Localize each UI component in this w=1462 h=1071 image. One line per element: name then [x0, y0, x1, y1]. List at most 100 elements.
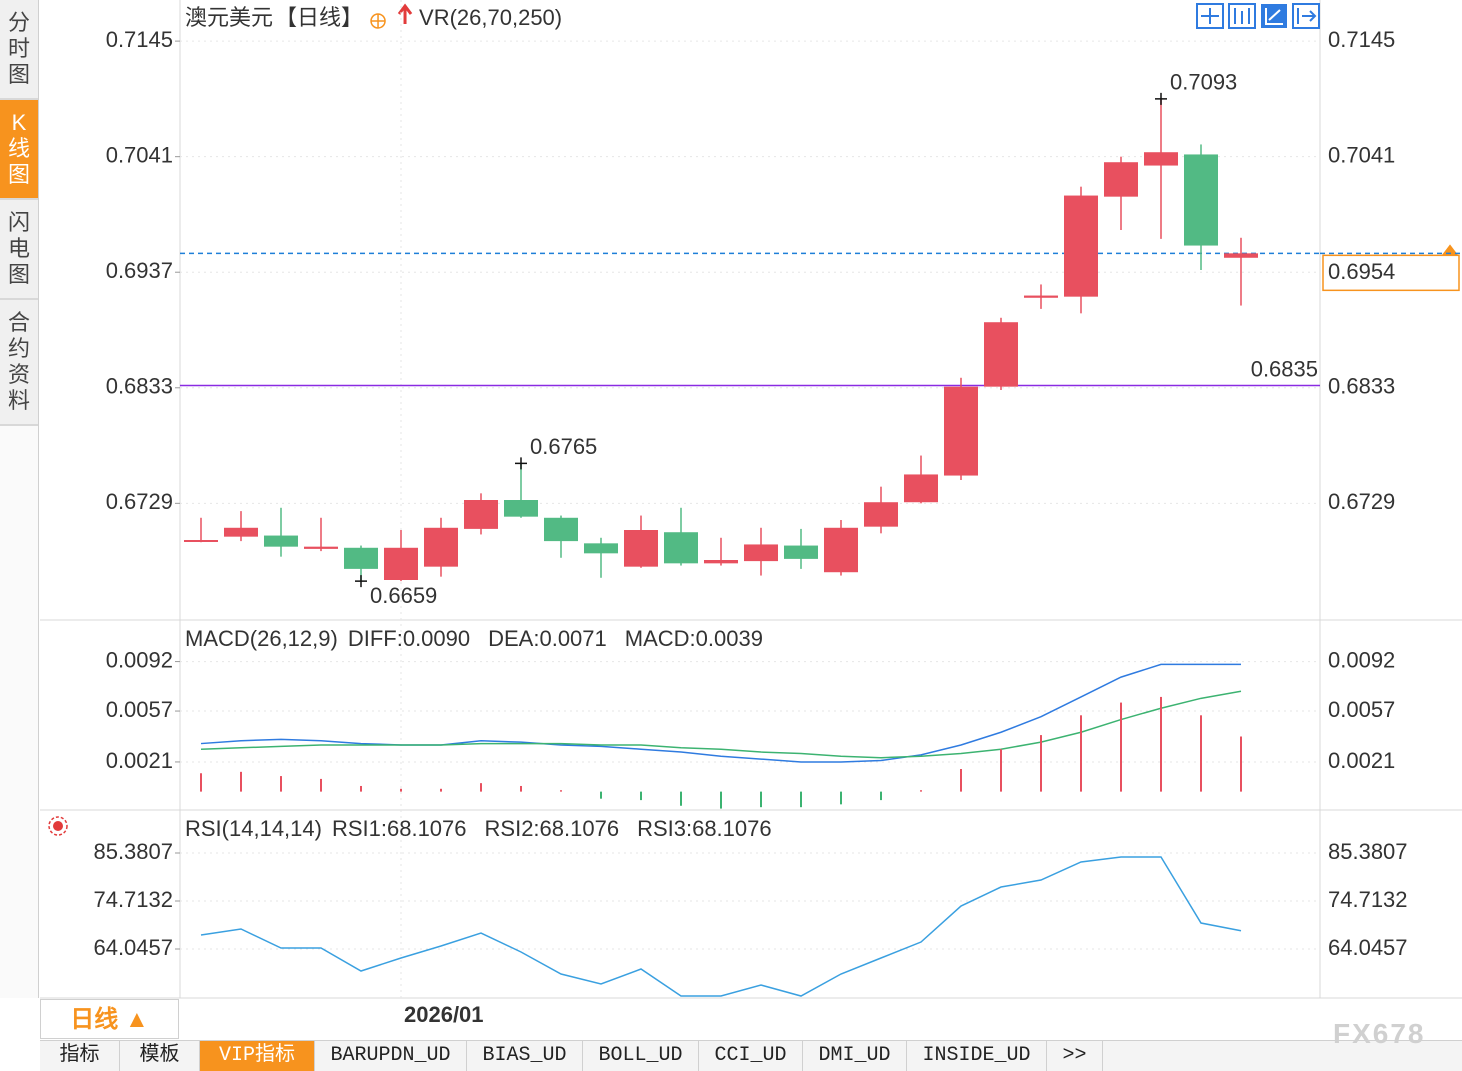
legend-entry: DIFF:0.0090 — [348, 626, 470, 651]
tab[interactable]: 指标 — [40, 1041, 120, 1071]
icon-glyph — [1265, 8, 1283, 25]
sidebar-tab[interactable]: 分时图 — [0, 0, 38, 100]
extreme-label: 0.6765 — [530, 434, 597, 459]
indicator-line — [200, 690, 1242, 759]
extreme-label: 0.7093 — [1170, 70, 1237, 95]
candle-body — [584, 543, 618, 554]
y-tick-label: 0.0057 — [106, 697, 173, 722]
y-tick-label-right: 0.7041 — [1328, 142, 1395, 167]
tab[interactable]: DMI_UD — [803, 1041, 907, 1071]
icon-dot — [53, 821, 63, 831]
candle-body — [784, 545, 818, 559]
legend-entry: RSI1:68.1076 — [332, 816, 467, 841]
sidebar-tab[interactable]: K线图 — [0, 100, 38, 200]
y-tick-label: 0.6729 — [106, 489, 173, 514]
y-tick-label-right: 0.6833 — [1328, 374, 1395, 399]
icon-glyph — [1201, 8, 1219, 24]
tab[interactable]: >> — [1047, 1041, 1103, 1071]
y-tick-label: 74.7132 — [93, 887, 173, 912]
indicator-line — [200, 663, 1241, 763]
y-tick-label: 64.0457 — [93, 935, 173, 960]
candle-body — [1184, 154, 1218, 246]
x-tick-label: 2026/01 — [404, 1002, 484, 1027]
y-tick-label: 0.7041 — [106, 142, 173, 167]
period-label: 【日线】 — [275, 5, 363, 30]
tab[interactable]: BIAS_UD — [467, 1041, 583, 1071]
panel-title: RSI(14,14,14) — [185, 816, 322, 841]
candle-body — [224, 527, 258, 537]
legend-entry: MACD:0.0039 — [625, 626, 763, 651]
sidebar: 分时图 K线图 闪电图 合约资料 — [0, 0, 39, 998]
y-tick-label: 85.3807 — [93, 839, 173, 864]
legend-entry: RSI3:68.1076 — [637, 816, 772, 841]
add-indicator-icon-cross — [371, 14, 386, 28]
indicator-line — [200, 856, 1242, 997]
candle-body — [1064, 195, 1098, 297]
period-button[interactable]: 日线 ▲ — [40, 999, 179, 1039]
candle-body — [624, 530, 658, 567]
extreme-marker — [515, 457, 527, 470]
y-tick-label-right: 0.0021 — [1328, 748, 1395, 773]
candle-body — [864, 502, 898, 527]
y-tick-label: 0.0021 — [106, 748, 173, 773]
candle-body — [1144, 152, 1178, 166]
symbol-title: 澳元美元 — [185, 5, 273, 30]
rsi-settings-icon[interactable] — [48, 816, 68, 836]
tab[interactable]: BOLL_UD — [583, 1041, 699, 1071]
y-tick-label-right: 0.0092 — [1328, 647, 1395, 672]
candle-body — [984, 322, 1018, 387]
y-tick-label-right: 0.0057 — [1328, 697, 1395, 722]
icon-crosshair[interactable] — [1196, 3, 1224, 29]
y-tick-label: 0.6937 — [106, 258, 173, 283]
candle-body — [304, 546, 338, 549]
extreme-marker — [355, 575, 367, 588]
y-tick-label-right: 0.6729 — [1328, 489, 1395, 514]
tab[interactable]: INSIDE_UD — [907, 1041, 1047, 1071]
icon-expand[interactable] — [1292, 3, 1320, 29]
y-tick-label: 0.0092 — [106, 647, 173, 672]
reference-line-label: 0.6835 — [1251, 356, 1318, 381]
y-tick-label: 0.6833 — [106, 374, 173, 399]
sidebar-tab[interactable]: 闪电图 — [0, 200, 38, 300]
y-tick-label-right: 85.3807 — [1328, 839, 1408, 864]
tab[interactable]: BARUPDN_UD — [315, 1041, 467, 1071]
indicator-tabs: 指标 模板 VIP指标 BARUPDN_UD BIAS_UD BOLL_UD C… — [40, 1040, 1462, 1071]
indicator-label: VR(26,70,250) — [419, 5, 562, 30]
candle-body — [344, 547, 378, 569]
candle-body — [184, 540, 218, 542]
candle-body — [824, 527, 858, 573]
candle-body — [1224, 253, 1258, 258]
candle-body — [384, 547, 418, 580]
price-box-label: 0.6954 — [1328, 259, 1395, 284]
legend-entry: RSI2:68.1076 — [485, 816, 620, 841]
tab[interactable]: 模板 — [120, 1041, 200, 1071]
candle-body — [704, 560, 738, 564]
legend-entry: DEA:0.0071 — [488, 626, 607, 651]
candle-body — [544, 517, 578, 542]
tab[interactable]: CCI_UD — [699, 1041, 803, 1071]
y-tick-label-right: 0.7145 — [1328, 27, 1395, 52]
candle-body — [1024, 295, 1058, 298]
icon-ring — [48, 816, 68, 836]
watermark: FX678 — [1333, 1018, 1426, 1049]
extreme-label: 0.6659 — [370, 583, 437, 608]
candle-body — [904, 474, 938, 503]
candle-body — [1104, 162, 1138, 197]
extreme-marker — [1155, 92, 1167, 105]
price-box — [1322, 254, 1460, 292]
tab[interactable]: VIP指标 — [200, 1041, 315, 1071]
icon-glyph — [1234, 8, 1250, 24]
candle-body — [504, 500, 538, 517]
y-tick-label-right: 74.7132 — [1328, 887, 1408, 912]
toolbar-icons[interactable] — [1196, 3, 1320, 29]
candle-body — [424, 527, 458, 567]
candle-body — [264, 535, 298, 547]
icon-bars[interactable] — [1228, 3, 1256, 29]
icon-glyph — [1297, 8, 1317, 24]
candle-body — [664, 532, 698, 564]
candle-body — [464, 500, 498, 529]
y-tick-label-right: 64.0457 — [1328, 935, 1408, 960]
sidebar-tab[interactable]: 合约资料 — [0, 300, 38, 426]
candle-body — [744, 544, 778, 562]
